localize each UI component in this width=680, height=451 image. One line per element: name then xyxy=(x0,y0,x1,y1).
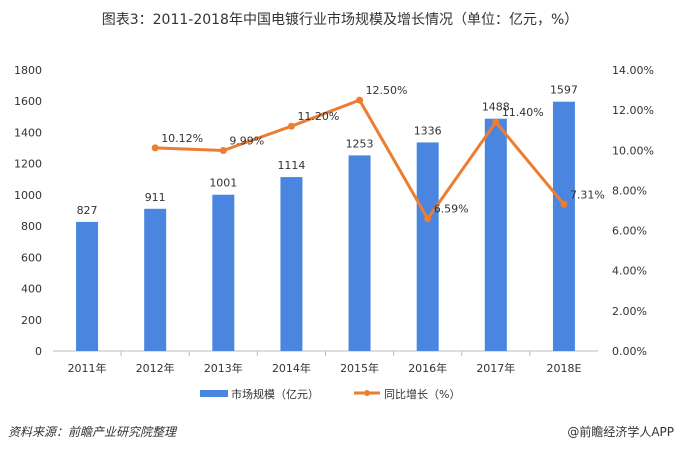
bar xyxy=(144,208,167,351)
x-tick-label: 2014年 xyxy=(272,361,311,375)
bar xyxy=(348,155,371,351)
bar-data-label: 1001 xyxy=(209,177,237,190)
y-right-tick-label: 10.00% xyxy=(612,144,654,157)
growth-point xyxy=(287,122,295,130)
x-tick-label: 2013年 xyxy=(204,361,243,375)
y-left-tick-label: 1600 xyxy=(14,95,42,108)
bar-data-label: 1114 xyxy=(277,159,305,172)
growth-point xyxy=(424,215,432,223)
y-right-tick-label: 14.00% xyxy=(612,64,654,77)
x-tick-label: 2018E xyxy=(546,362,581,375)
y-right-tick-label: 4.00% xyxy=(612,265,647,278)
y-right-tick-label: 6.00% xyxy=(612,225,647,238)
legend-bar-label: 市场规模（亿元） xyxy=(231,387,319,401)
bar-data-label: 1488 xyxy=(482,101,510,114)
legend-bar-swatch xyxy=(200,390,228,397)
bar xyxy=(552,101,575,351)
y-right-tick-label: 8.00% xyxy=(612,184,647,197)
bar xyxy=(280,177,303,351)
y-left-tick-label: 1000 xyxy=(14,189,42,202)
x-tick-label: 2012年 xyxy=(136,361,175,375)
growth-data-label: 9.99% xyxy=(229,134,264,147)
growth-data-label: 11.40% xyxy=(502,106,544,119)
x-tick-label: 2015年 xyxy=(340,361,379,375)
x-tick-label: 2016年 xyxy=(408,361,447,375)
x-tick-label: 2011年 xyxy=(68,361,107,375)
y-right-tick-label: 0.00% xyxy=(612,345,647,358)
y-left-tick-label: 800 xyxy=(21,220,42,233)
growth-data-label: 6.59% xyxy=(434,203,469,216)
y-left-tick-label: 1800 xyxy=(14,64,42,77)
source-note: 资料来源：前瞻产业研究院整理 xyxy=(8,425,178,439)
y-left-tick-label: 400 xyxy=(21,283,42,296)
growth-point xyxy=(492,118,500,126)
bar xyxy=(212,194,235,351)
growth-data-label: 7.31% xyxy=(570,188,605,201)
y-right-tick-label: 2.00% xyxy=(612,305,647,318)
y-right-tick-label: 12.00% xyxy=(612,104,654,117)
y-left-tick-label: 200 xyxy=(21,314,42,327)
y-left-tick-label: 0 xyxy=(35,345,42,358)
brand-credit: @前瞻经济学人APP xyxy=(567,424,674,439)
growth-data-label: 11.20% xyxy=(297,110,339,123)
bar xyxy=(76,221,99,351)
growth-data-label: 12.50% xyxy=(366,84,408,97)
growth-point xyxy=(219,146,227,154)
bar-data-label: 1253 xyxy=(346,137,374,150)
growth-point xyxy=(151,144,159,152)
bar xyxy=(416,142,439,351)
growth-point xyxy=(356,96,364,104)
growth-data-label: 10.12% xyxy=(161,132,203,145)
bar xyxy=(484,118,507,351)
bar-data-label: 911 xyxy=(145,191,166,204)
growth-point xyxy=(560,200,568,208)
legend-line-label: 同比增长（%） xyxy=(384,387,460,401)
y-left-tick-label: 600 xyxy=(21,251,42,264)
y-left-tick-label: 1400 xyxy=(14,126,42,139)
chart-title: 图表3：2011-2018年中国电镀行业市场规模及增长情况（单位：亿元，%） xyxy=(102,11,579,28)
legend-line-marker xyxy=(364,390,370,396)
bar-data-label: 1336 xyxy=(414,124,442,137)
bar-data-label: 827 xyxy=(77,204,98,217)
bar-data-label: 1597 xyxy=(550,84,578,97)
x-tick-label: 2017年 xyxy=(476,361,515,375)
y-left-tick-label: 1200 xyxy=(14,158,42,171)
